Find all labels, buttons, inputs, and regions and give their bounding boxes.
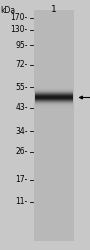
Bar (35, 94, 73, 95)
Text: 26-: 26- (15, 148, 28, 156)
Bar (35, 105, 73, 106)
Text: 1: 1 (51, 4, 57, 14)
Bar (35, 98, 73, 99)
Bar (35, 97, 73, 98)
Text: 170-: 170- (11, 14, 28, 22)
Text: kDa: kDa (0, 6, 15, 15)
Text: 95-: 95- (15, 41, 28, 50)
Bar (35, 99, 73, 100)
Bar (35, 87, 73, 88)
Bar (35, 107, 73, 108)
Bar (34, 10, 74, 241)
Text: 72-: 72- (15, 60, 28, 69)
Bar (35, 102, 73, 103)
Text: 34-: 34- (15, 126, 28, 136)
Bar (35, 96, 73, 97)
Text: 11-: 11- (16, 198, 28, 206)
Bar (35, 93, 73, 94)
Bar (35, 104, 73, 105)
Bar (35, 103, 73, 104)
Text: 130-: 130- (11, 25, 28, 34)
Bar (35, 106, 73, 107)
Bar (35, 89, 73, 90)
Bar (35, 101, 73, 102)
Bar (35, 92, 73, 93)
Text: 17-: 17- (15, 175, 28, 184)
Bar (35, 100, 73, 101)
Bar (35, 90, 73, 91)
Bar (35, 88, 73, 89)
Text: 43-: 43- (15, 104, 28, 112)
Bar (35, 95, 73, 96)
Bar (35, 91, 73, 92)
Text: 55-: 55- (15, 82, 28, 92)
